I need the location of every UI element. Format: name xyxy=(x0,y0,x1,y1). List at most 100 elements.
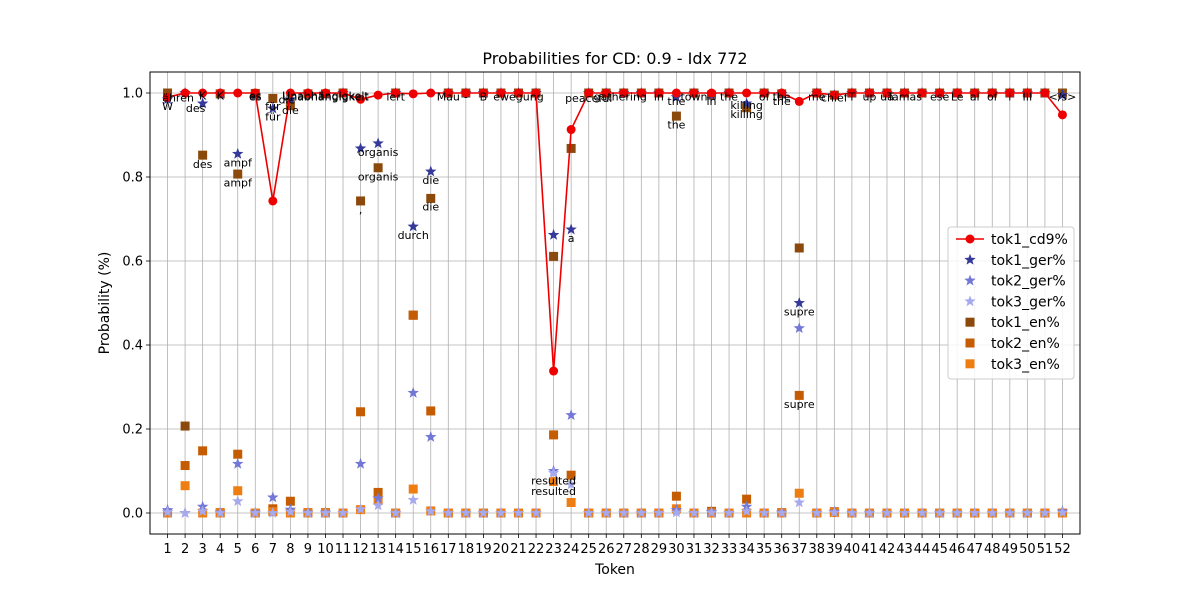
data-point xyxy=(426,88,436,98)
data-point xyxy=(671,111,681,121)
point-annotation: Tamas xyxy=(886,91,922,104)
y-axis-label: Probability (%) xyxy=(97,252,113,355)
x-tick-label: 5 xyxy=(234,542,242,557)
data-point xyxy=(566,143,576,153)
data-point xyxy=(531,88,541,98)
y-tick-label: 0.6 xyxy=(122,255,143,270)
point-annotation: für xyxy=(265,100,281,113)
point-annotation: iert xyxy=(386,91,405,104)
point-annotation: me xyxy=(808,91,826,104)
data-point xyxy=(689,88,699,98)
point-annotation: the xyxy=(773,91,791,104)
data-point xyxy=(740,505,753,517)
data-point xyxy=(215,88,225,98)
data-point xyxy=(742,494,752,504)
legend-item: tok2_ger% xyxy=(964,274,1066,290)
data-point xyxy=(653,507,665,518)
data-point xyxy=(196,505,209,517)
legend-label: tok1_cd9% xyxy=(991,232,1068,248)
data-point xyxy=(547,228,560,240)
x-tick-label: 10 xyxy=(317,542,334,557)
data-point xyxy=(863,507,876,518)
point-annotation: in xyxy=(706,95,716,108)
point-annotation: ese xyxy=(930,91,949,104)
data-point xyxy=(951,507,963,518)
legend-marker xyxy=(965,359,975,369)
x-tick-label: 49 xyxy=(1002,542,1019,557)
data-point xyxy=(618,507,630,518)
data-point xyxy=(425,165,437,177)
data-point xyxy=(285,101,295,111)
point-annotation: of xyxy=(759,91,771,104)
x-tick-label: 50 xyxy=(1019,542,1036,557)
legend-item: tok1_ger% xyxy=(964,253,1066,269)
y-tick-label: 1.0 xyxy=(122,87,143,102)
data-point xyxy=(391,88,401,98)
legend-label: tok2_en% xyxy=(991,336,1060,352)
data-point xyxy=(986,507,998,518)
data-point xyxy=(900,88,910,98)
data-point xyxy=(794,488,804,498)
x-tick-label: 46 xyxy=(949,542,966,557)
x-tick-label: 3 xyxy=(199,542,207,557)
data-point xyxy=(812,88,822,98)
point-annotation: Mau xyxy=(437,91,460,104)
data-point xyxy=(742,88,752,98)
data-point xyxy=(794,96,804,106)
point-annotation: es xyxy=(249,91,262,104)
data-point xyxy=(250,88,260,98)
data-point xyxy=(898,507,911,518)
point-annotation: K xyxy=(199,89,207,102)
series-line xyxy=(167,92,1064,372)
x-tick-label: 51 xyxy=(1037,542,1054,557)
x-tick-label: 20 xyxy=(493,542,510,557)
point-annotation: town xyxy=(680,91,707,104)
data-point xyxy=(512,507,525,518)
data-point xyxy=(180,421,190,431)
y-tick-label: 0.2 xyxy=(122,423,143,438)
data-point xyxy=(338,88,348,98)
data-point xyxy=(356,196,366,206)
point-annotation: es xyxy=(249,89,262,102)
data-point xyxy=(478,88,488,98)
data-point xyxy=(198,88,208,98)
data-point xyxy=(688,507,700,518)
data-point xyxy=(547,467,560,478)
point-annotation: - xyxy=(464,91,468,104)
data-point xyxy=(285,496,295,506)
legend-label: tok1_ger% xyxy=(991,253,1066,269)
data-point xyxy=(356,94,366,104)
point-annotation: die xyxy=(422,174,439,187)
data-point xyxy=(373,90,383,100)
x-axis-label: Token xyxy=(594,562,635,578)
legend-marker xyxy=(965,234,975,244)
x-tick-label: 27 xyxy=(616,542,633,557)
data-point xyxy=(233,486,243,496)
data-point xyxy=(758,507,770,518)
data-point xyxy=(460,507,472,518)
data-point xyxy=(829,90,839,100)
data-point xyxy=(549,477,559,486)
x-tick-label: 37 xyxy=(791,542,808,557)
data-point xyxy=(742,103,752,113)
data-point xyxy=(935,88,945,98)
data-point xyxy=(670,506,683,518)
point-annotation: für xyxy=(265,110,281,123)
data-point xyxy=(549,366,559,376)
data-point xyxy=(408,89,418,99)
data-point xyxy=(407,220,419,232)
x-tick-label: 30 xyxy=(668,542,685,557)
x-tick-label: 11 xyxy=(335,542,352,557)
point-annotation: die xyxy=(282,104,299,117)
legend-marker xyxy=(964,253,976,265)
data-point xyxy=(320,88,330,98)
data-point xyxy=(916,507,928,518)
data-point xyxy=(565,223,577,235)
data-point xyxy=(794,390,804,400)
series-tok1-cd9- xyxy=(163,88,1067,376)
point-annotation: die xyxy=(278,94,295,107)
data-point xyxy=(180,461,190,471)
x-tick-label: 43 xyxy=(896,542,913,557)
data-point xyxy=(952,88,962,98)
data-point xyxy=(267,491,279,503)
